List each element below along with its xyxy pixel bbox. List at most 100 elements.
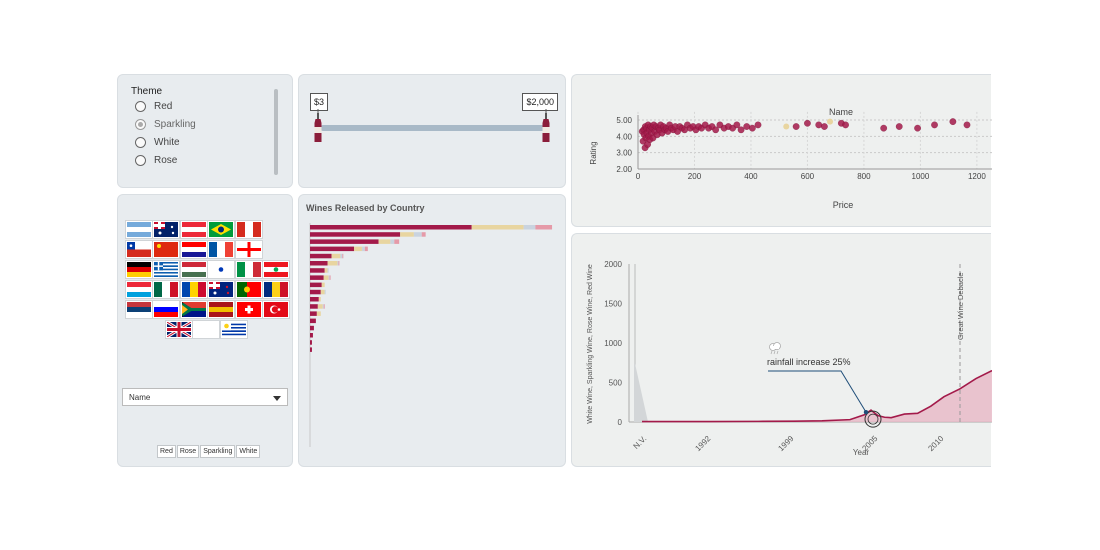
price-rating-scatter[interactable]: 2.00 3.00 4.00 5.00 0 200 400 600 800 1000 1200 Nam… — [572, 75, 992, 228]
country-bar-segment — [378, 239, 391, 244]
nv-area — [634, 363, 648, 422]
wine-button-white[interactable]: White — [236, 445, 261, 458]
max-bottle-handle-icon[interactable] — [542, 113, 550, 142]
radio-label: Red — [154, 100, 173, 112]
flag-croatia-icon[interactable] — [180, 241, 207, 258]
scatter-panel: 2.00 3.00 4.00 5.00 0 200 400 600 800 1000 1200 Nam… — [571, 74, 992, 228]
radio-button[interactable] — [135, 100, 146, 112]
price-slider[interactable] — [299, 75, 567, 189]
timeline-y-tick: 0 — [618, 418, 623, 427]
country-bar-segment — [328, 275, 330, 280]
price-max-label: $2,000 — [522, 93, 558, 111]
flag-germany-icon[interactable] — [126, 261, 152, 278]
wine-button-rose[interactable]: Rose — [176, 445, 200, 458]
scatter-y-label: Rating — [589, 141, 598, 164]
radio-button-selected[interactable] — [135, 118, 146, 130]
flag-georgia-icon[interactable] — [235, 241, 262, 258]
flag-switzerland-icon[interactable] — [235, 301, 262, 318]
country-bar-segment — [324, 268, 328, 273]
theme-option-sparkling[interactable]: Sparkling — [135, 116, 196, 132]
radio-button[interactable] — [135, 154, 146, 166]
price-min-label: $3 — [310, 93, 329, 111]
annotation-label: rainfall increase 25% — [767, 357, 851, 367]
sort-dropdown-value: Name — [129, 393, 151, 402]
timeline-area — [642, 370, 992, 422]
flag-portugal-icon[interactable] — [235, 281, 262, 298]
flag-australia-icon[interactable] — [153, 221, 180, 238]
country-bar-segment — [320, 289, 325, 295]
flag-france-icon[interactable] — [208, 241, 235, 258]
scatter-point — [963, 121, 971, 129]
timeline-x-tick: 2010 — [926, 434, 945, 453]
country-bar-segment — [310, 253, 332, 259]
scatter-point — [815, 121, 823, 129]
scatter-title: Name — [829, 107, 853, 117]
scatter-y-tick: 3.00 — [616, 149, 632, 158]
flag-greece-icon[interactable] — [153, 261, 180, 278]
scatter-point — [733, 121, 741, 129]
theme-option-rose[interactable]: Rose — [135, 152, 177, 168]
scatter-point — [804, 119, 811, 127]
country-bar-segment — [390, 239, 395, 244]
wine-button-red[interactable]: Red — [157, 445, 176, 458]
sort-dropdown[interactable]: Name — [122, 388, 288, 406]
scatter-point — [895, 123, 903, 130]
wine-button-sparkling[interactable]: Sparkling — [200, 445, 236, 458]
wine-type-buttons: Red Rose Sparkling White — [157, 445, 261, 458]
country-bar-segment — [400, 232, 414, 237]
flag-turkey-icon[interactable] — [263, 301, 289, 318]
year-area-chart[interactable]: 0 500 1000 1500 2000 White Wine, Sparkling Wi… — [572, 234, 992, 468]
flag-china-icon[interactable] — [153, 241, 180, 258]
scatter-x-tick: 1200 — [968, 172, 986, 181]
timeline-x-tick: 1999 — [776, 434, 795, 453]
flag-united-kingdom-icon[interactable] — [166, 321, 192, 338]
flag-luxembourg-icon[interactable] — [126, 281, 152, 298]
country-bar-segment — [535, 225, 553, 230]
timeline-x-label: Year — [853, 448, 870, 457]
flag-hungary-icon[interactable] — [180, 261, 207, 278]
flag-slovenia-icon[interactable] — [153, 301, 180, 318]
timeline-y-label: White Wine, Sparkling Wine, Rose Wine, R… — [587, 264, 594, 424]
flag-uruguay-icon[interactable] — [220, 321, 247, 338]
flag-new-zealand-icon[interactable] — [208, 281, 235, 298]
country-bar-chart[interactable] — [299, 195, 567, 468]
scatter-point — [749, 124, 756, 132]
scatter-point — [743, 123, 751, 130]
theme-option-red[interactable]: Red — [135, 98, 172, 114]
min-bottle-handle-icon[interactable] — [314, 113, 322, 142]
flag-brazil-icon[interactable] — [208, 221, 235, 238]
flag-argentina-icon[interactable] — [126, 221, 152, 238]
event-label: Great Wine Debacle — [956, 272, 965, 340]
country-bar-segment — [337, 261, 339, 266]
flag-mexico-icon[interactable] — [153, 281, 180, 298]
flag-lebanon-icon[interactable] — [263, 261, 289, 278]
timeline-x-tick: 1992 — [693, 434, 712, 453]
flag-placeholder — [193, 321, 220, 338]
flag-romania-icon[interactable] — [263, 281, 289, 298]
flag-south-africa-icon[interactable] — [180, 301, 207, 318]
country-bar-segment — [324, 289, 326, 295]
theme-option-white[interactable]: White — [135, 134, 180, 150]
radio-button[interactable] — [135, 136, 146, 148]
timeline-line — [642, 369, 992, 423]
country-bar-segment — [342, 253, 344, 259]
country-chart-title: Wines Released by Country — [306, 203, 425, 213]
theme-scrollbar[interactable] — [274, 89, 278, 175]
country-bar-segment — [310, 289, 321, 295]
flag-chile-icon[interactable] — [126, 241, 152, 258]
theme-title: Theme — [131, 86, 163, 97]
scatter-x-tick: 800 — [857, 172, 871, 181]
scatter-point — [821, 123, 828, 130]
country-bar-segment — [310, 340, 312, 345]
flag-moldova-icon[interactable] — [180, 281, 207, 298]
annotation-ring — [864, 410, 882, 428]
timeline-x-tick: N.V. — [631, 434, 648, 451]
flag-israel-icon[interactable] — [208, 261, 235, 278]
flag-spain-icon[interactable] — [208, 301, 235, 318]
flag-austria-icon[interactable] — [180, 221, 207, 238]
country-bar-segment — [310, 225, 472, 230]
flag-serbia-icon[interactable] — [126, 301, 152, 318]
flag-italy-icon[interactable] — [235, 261, 262, 278]
flag-canada-icon[interactable] — [235, 221, 262, 238]
timeline-panel: 0 500 1000 1500 2000 White Wine, Sparkling Wi… — [571, 233, 992, 468]
